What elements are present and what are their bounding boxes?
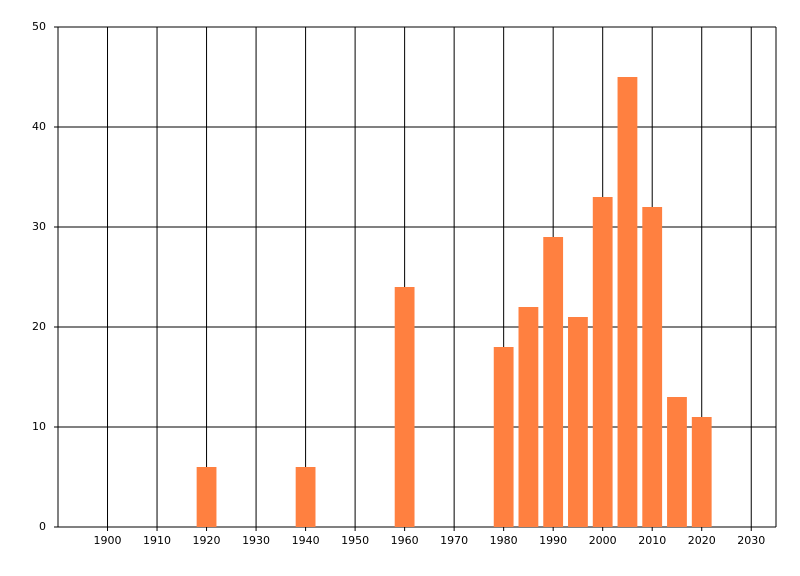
x-tick-label: 1900 <box>94 534 122 547</box>
x-tick-label: 1980 <box>490 534 518 547</box>
x-tick-label: 1940 <box>292 534 320 547</box>
bar <box>543 237 564 527</box>
x-tick-label: 2000 <box>589 534 617 547</box>
x-tick-label: 1920 <box>193 534 221 547</box>
x-tick-label: 2030 <box>737 534 765 547</box>
bar <box>568 317 588 527</box>
x-tick-label: 2010 <box>638 534 666 547</box>
bar <box>592 197 613 527</box>
x-tick-label: 2020 <box>688 534 716 547</box>
bar <box>493 347 514 527</box>
x-tick-label: 1990 <box>539 534 567 547</box>
y-tick-label: 0 <box>39 520 46 533</box>
y-tick-label: 30 <box>32 220 46 233</box>
y-tick-label: 40 <box>32 120 46 133</box>
y-tick-label: 10 <box>32 420 46 433</box>
x-tick-label: 1960 <box>391 534 419 547</box>
bar <box>196 467 217 527</box>
bar <box>518 307 539 527</box>
x-tick-label: 1930 <box>242 534 270 547</box>
bar <box>691 417 712 527</box>
bar <box>394 287 415 527</box>
y-tick-label: 50 <box>32 20 46 33</box>
y-tick-label: 20 <box>32 320 46 333</box>
bar <box>617 77 638 527</box>
x-tick-label: 1910 <box>143 534 171 547</box>
bar <box>667 397 687 527</box>
x-tick-label: 1950 <box>341 534 369 547</box>
x-tick-label: 1970 <box>440 534 468 547</box>
bar <box>642 207 663 527</box>
bar <box>295 467 316 527</box>
